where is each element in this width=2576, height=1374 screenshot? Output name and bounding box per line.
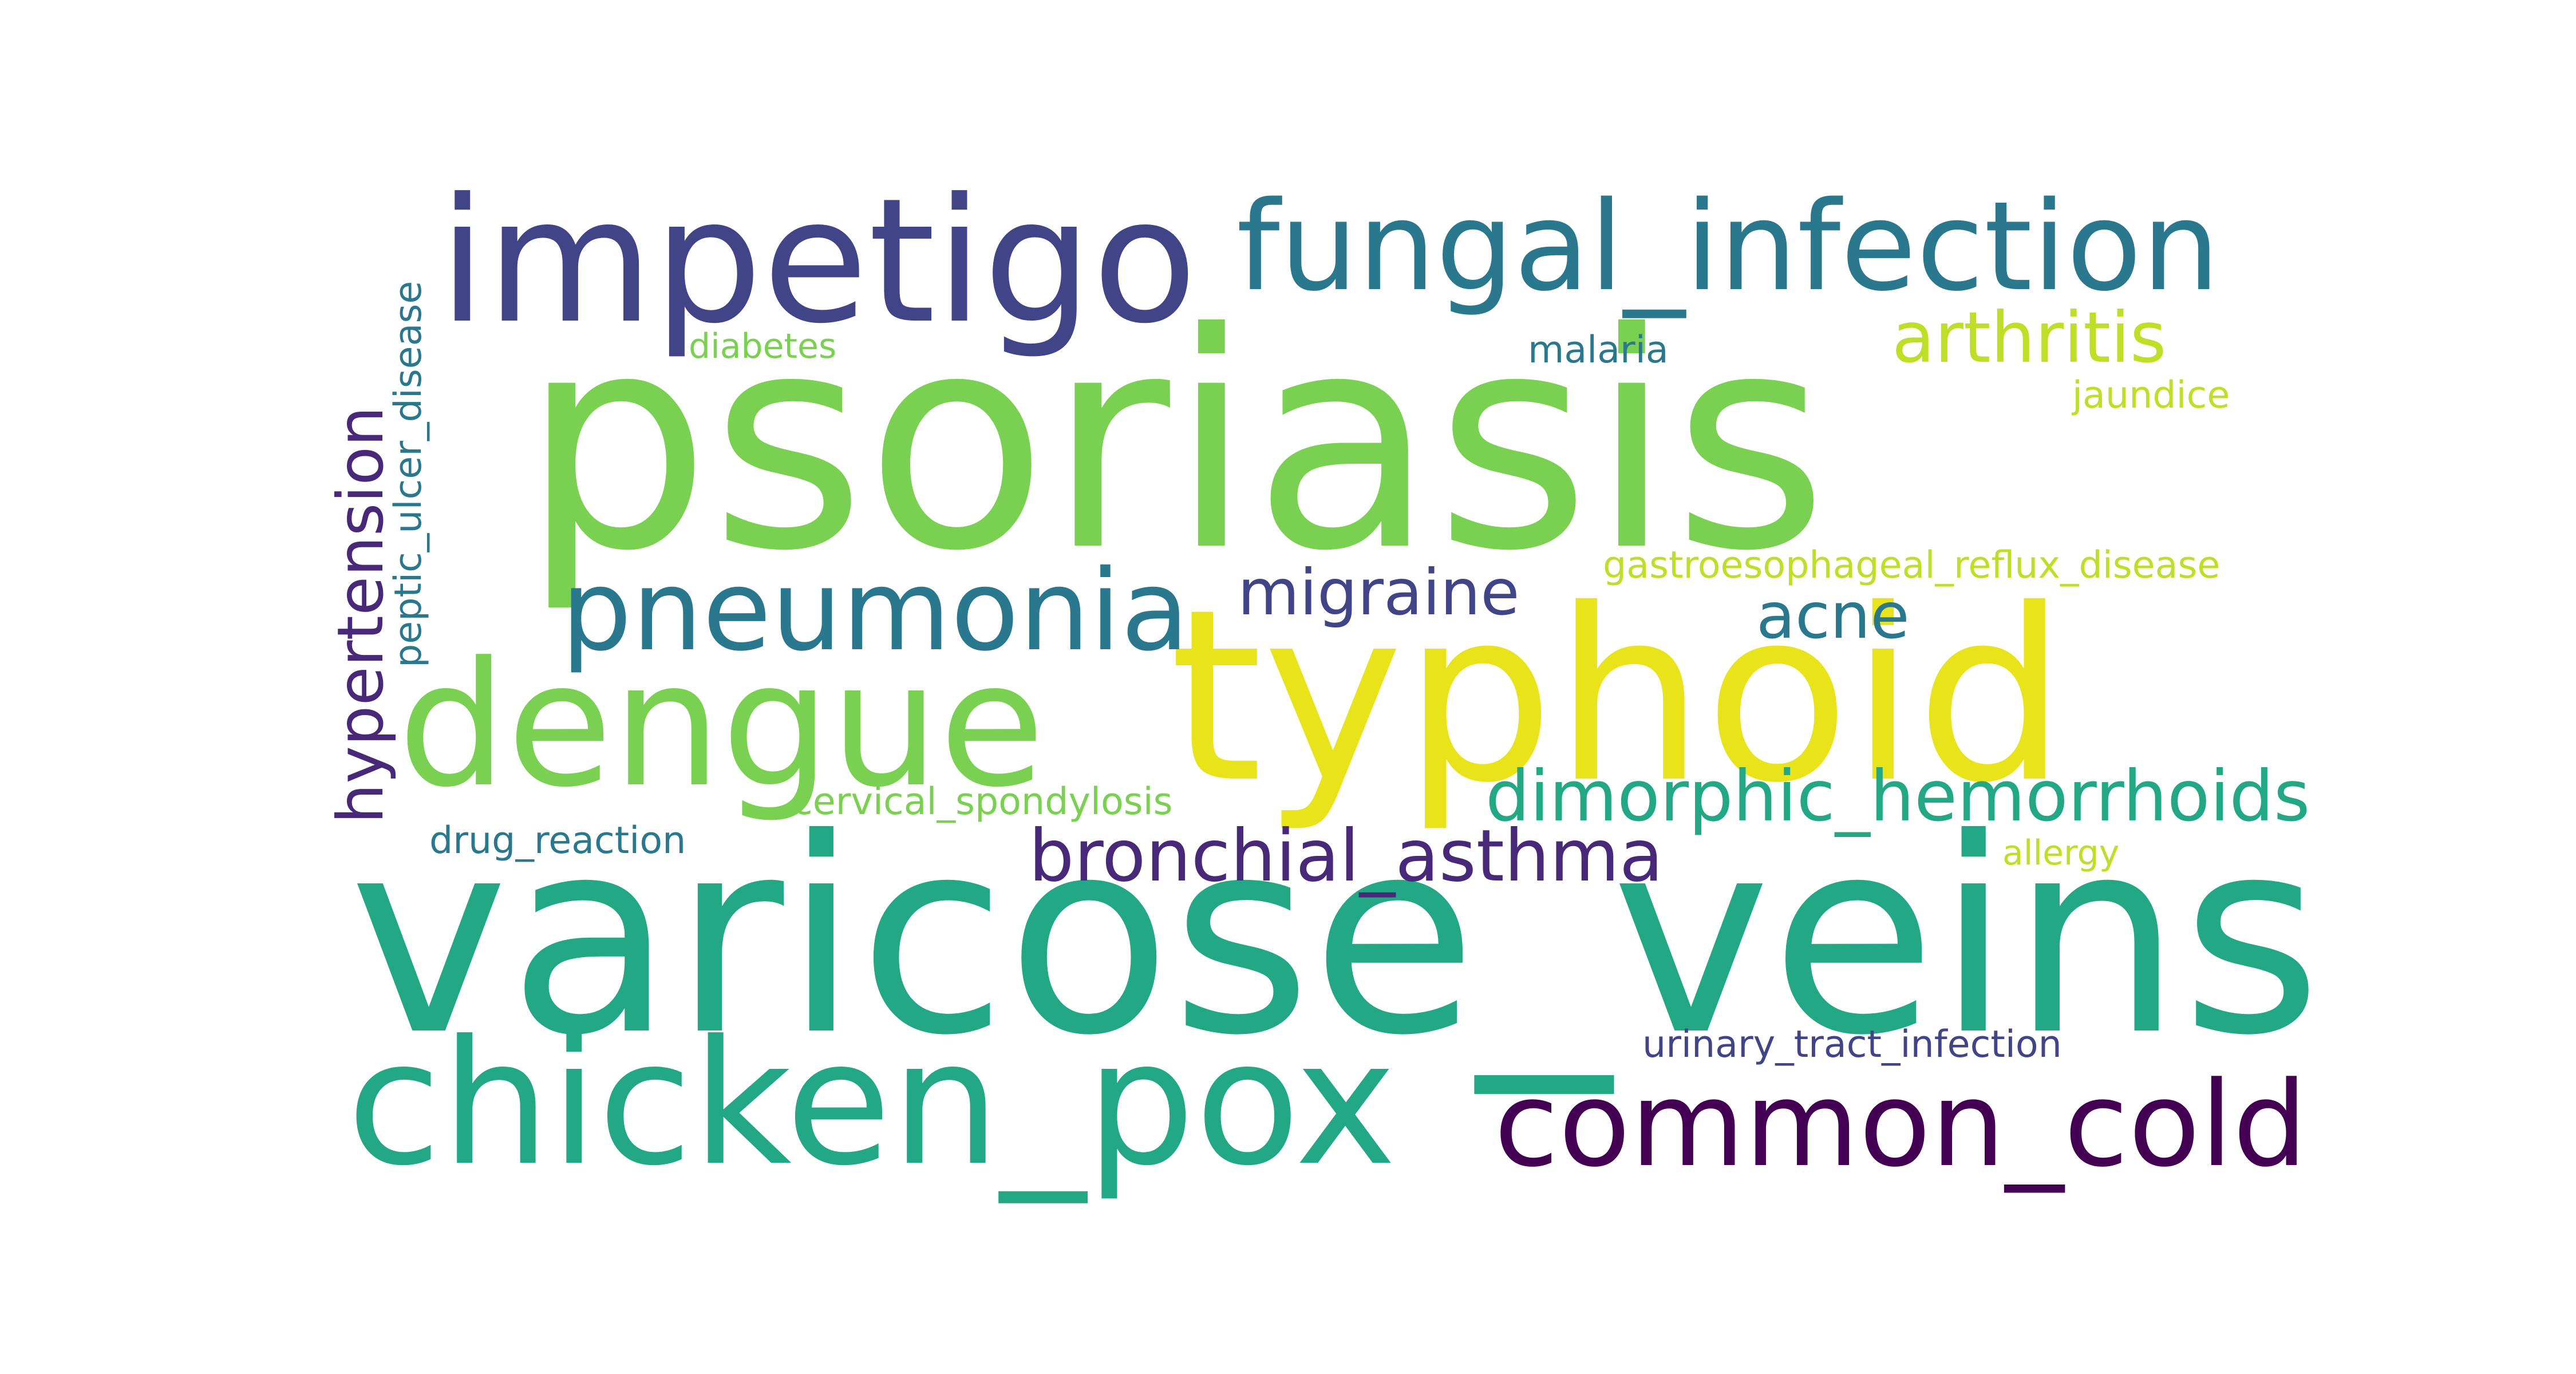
word-acne: acne	[1756, 579, 1910, 653]
word-urinary-tract-infection: urinary_tract_infection	[1642, 1023, 2062, 1066]
word-dimorphic-hemorrhoids: dimorphic_hemorrhoids	[1485, 756, 2310, 837]
word-malaria: malaria	[1528, 329, 1669, 372]
word-migraine: migraine	[1238, 556, 1520, 630]
word-peptic-ulcer-disease: peptic_ulcer_disease	[387, 281, 430, 668]
word-drug-reaction: drug_reaction	[429, 819, 686, 862]
word-arthritis: arthritis	[1892, 297, 2166, 378]
word-chicken-pox: chicken_pox	[347, 1004, 1396, 1206]
word-pneumonia: pneumonia	[561, 546, 1189, 676]
word-gastroesophageal-reflux-disease: gastroesophageal_reflux_disease	[1603, 544, 2220, 587]
word-cervical-spondylosis: cervical_spondylosis	[792, 780, 1173, 823]
word-typhoid: typhoid	[1170, 558, 2067, 835]
word-jaundice: jaundice	[2071, 374, 2230, 417]
word-varicose-veins: varicose_veins	[349, 781, 2322, 1098]
word-impetigo: impetigo	[438, 161, 1198, 361]
word-allergy: allergy	[2002, 833, 2119, 873]
word-diabetes: diabetes	[689, 326, 836, 366]
word-common-cold: common_cold	[1494, 1057, 2308, 1193]
word-fungal-infection: fungal_infection	[1236, 175, 2220, 318]
word-hypertension: hypertension	[324, 406, 398, 824]
word-psoriasis: psoriasis	[521, 269, 1828, 616]
word-dengue: dengue	[398, 625, 1045, 825]
word-bronchial-asthma: bronchial_asthma	[1029, 815, 1664, 898]
